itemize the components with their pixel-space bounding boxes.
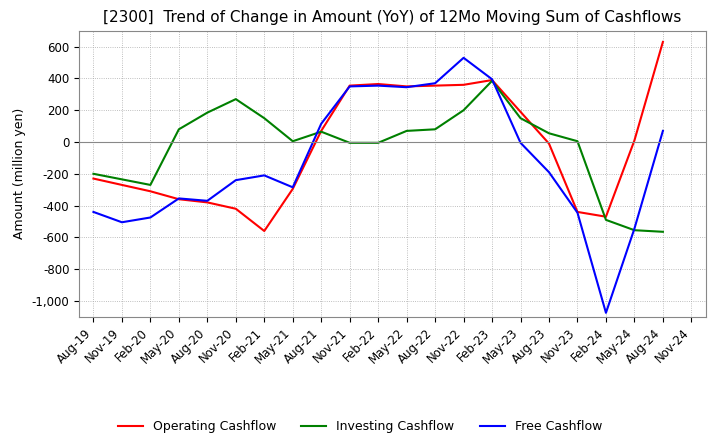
Operating Cashflow	[260, 228, 269, 234]
Operating Cashflow	[431, 83, 439, 88]
Operating Cashflow	[117, 182, 126, 187]
Operating Cashflow	[346, 83, 354, 88]
Free Cashflow	[431, 81, 439, 86]
Operating Cashflow	[146, 189, 155, 194]
Free Cashflow	[317, 121, 325, 126]
Operating Cashflow	[659, 39, 667, 44]
Investing Cashflow	[89, 171, 98, 176]
Operating Cashflow	[516, 109, 525, 114]
Legend: Operating Cashflow, Investing Cashflow, Free Cashflow: Operating Cashflow, Investing Cashflow, …	[113, 415, 607, 438]
Investing Cashflow	[516, 116, 525, 121]
Operating Cashflow	[89, 176, 98, 181]
Free Cashflow	[260, 173, 269, 178]
Investing Cashflow	[630, 227, 639, 233]
Free Cashflow	[146, 215, 155, 220]
Investing Cashflow	[232, 96, 240, 102]
Free Cashflow	[374, 83, 382, 88]
Free Cashflow	[203, 198, 212, 203]
Investing Cashflow	[431, 127, 439, 132]
Investing Cashflow	[174, 127, 183, 132]
Operating Cashflow	[402, 84, 411, 89]
Free Cashflow	[602, 310, 611, 315]
Free Cashflow	[630, 226, 639, 231]
Investing Cashflow	[260, 116, 269, 121]
Operating Cashflow	[289, 186, 297, 191]
Investing Cashflow	[659, 229, 667, 235]
Y-axis label: Amount (million yen): Amount (million yen)	[13, 108, 26, 239]
Operating Cashflow	[317, 128, 325, 133]
Investing Cashflow	[346, 140, 354, 146]
Investing Cashflow	[146, 182, 155, 187]
Free Cashflow	[402, 84, 411, 90]
Free Cashflow	[659, 128, 667, 133]
Free Cashflow	[573, 210, 582, 215]
Free Cashflow	[289, 185, 297, 190]
Investing Cashflow	[317, 129, 325, 134]
Line: Free Cashflow: Free Cashflow	[94, 58, 663, 313]
Operating Cashflow	[573, 209, 582, 215]
Free Cashflow	[89, 209, 98, 215]
Investing Cashflow	[117, 177, 126, 182]
Title: [2300]  Trend of Change in Amount (YoY) of 12Mo Moving Sum of Cashflows: [2300] Trend of Change in Amount (YoY) o…	[103, 11, 682, 26]
Operating Cashflow	[602, 214, 611, 219]
Investing Cashflow	[459, 108, 468, 113]
Operating Cashflow	[630, 138, 639, 143]
Operating Cashflow	[487, 77, 496, 83]
Free Cashflow	[346, 84, 354, 89]
Line: Operating Cashflow: Operating Cashflow	[94, 42, 663, 231]
Investing Cashflow	[602, 217, 611, 223]
Line: Investing Cashflow: Investing Cashflow	[94, 81, 663, 232]
Operating Cashflow	[374, 81, 382, 87]
Free Cashflow	[459, 55, 468, 60]
Free Cashflow	[545, 169, 554, 175]
Investing Cashflow	[487, 78, 496, 84]
Operating Cashflow	[174, 197, 183, 202]
Free Cashflow	[232, 177, 240, 183]
Investing Cashflow	[545, 131, 554, 136]
Free Cashflow	[516, 140, 525, 146]
Operating Cashflow	[232, 206, 240, 211]
Investing Cashflow	[374, 140, 382, 146]
Investing Cashflow	[573, 139, 582, 144]
Operating Cashflow	[459, 82, 468, 88]
Free Cashflow	[174, 196, 183, 201]
Free Cashflow	[487, 77, 496, 82]
Free Cashflow	[117, 220, 126, 225]
Investing Cashflow	[203, 110, 212, 115]
Operating Cashflow	[545, 141, 554, 146]
Investing Cashflow	[289, 139, 297, 144]
Operating Cashflow	[203, 200, 212, 205]
Investing Cashflow	[402, 128, 411, 133]
